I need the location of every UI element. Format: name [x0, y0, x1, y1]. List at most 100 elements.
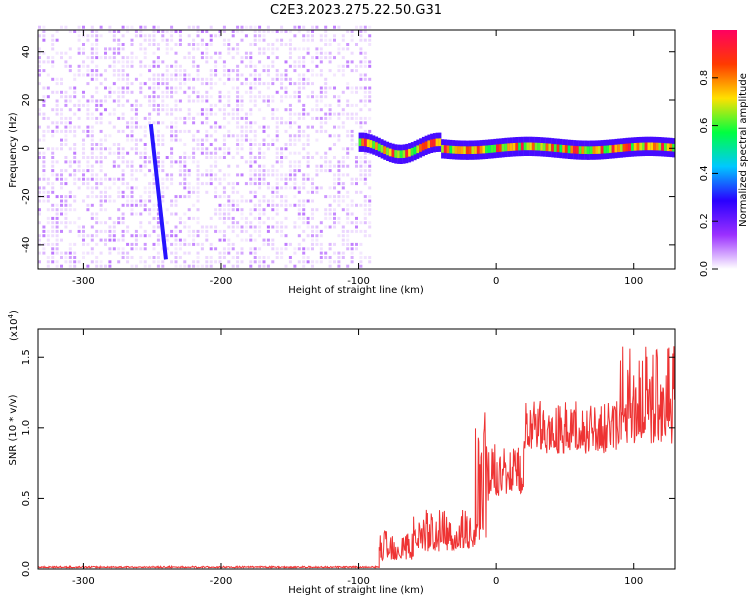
- heatmap-cell: [311, 212, 314, 216]
- heatmap-cell: [134, 56, 138, 60]
- heatmap-cell: [249, 90, 253, 94]
- heatmap-cell: [152, 64, 156, 68]
- heatmap-cell: [108, 225, 112, 229]
- heatmap-cell: [121, 73, 125, 77]
- heatmap-cell: [165, 77, 169, 81]
- heatmap-cell: [51, 221, 55, 225]
- heatmap-cell: [350, 203, 354, 207]
- carrier-core: [471, 146, 475, 154]
- carrier-core: [465, 146, 469, 155]
- heatmap-cell: [302, 73, 306, 77]
- heatmap-cell: [227, 242, 231, 246]
- heatmap-cell: [306, 256, 310, 259]
- heatmap-cell: [42, 199, 46, 203]
- heatmap-cell: [209, 103, 213, 107]
- heatmap-cell: [139, 212, 143, 216]
- heatmap-cell: [227, 199, 231, 203]
- heatmap-cell: [170, 38, 174, 42]
- heatmap-cell: [112, 90, 116, 94]
- heatmap-cell: [134, 121, 138, 125]
- heatmap-cell: [134, 247, 138, 251]
- heatmap-cell: [333, 242, 336, 246]
- heatmap-cell: [46, 147, 50, 151]
- heatmap-cell: [315, 164, 319, 168]
- heatmap-cell: [324, 90, 328, 94]
- heatmap-cell: [90, 147, 94, 151]
- heatmap-cell: [218, 56, 222, 60]
- heatmap-cell: [253, 260, 257, 264]
- heatmap-cell: [60, 95, 63, 99]
- heatmap-cell: [333, 95, 336, 99]
- heatmap-cell: [271, 238, 275, 242]
- heatmap-cell: [64, 182, 68, 186]
- heatmap-cell: [337, 251, 341, 255]
- heatmap-cell: [187, 73, 191, 77]
- heatmap-cell: [341, 69, 345, 73]
- heatmap-cell: [99, 151, 103, 155]
- heatmap-cell: [280, 43, 284, 46]
- heatmap-cell: [359, 121, 363, 125]
- heatmap-cell: [341, 64, 345, 68]
- heatmap-cell: [324, 82, 328, 86]
- heatmap-cell: [275, 221, 279, 225]
- heatmap-cell: [174, 138, 178, 142]
- heatmap-cell: [77, 73, 81, 77]
- heatmap-cell: [134, 103, 138, 107]
- heatmap-cell: [152, 182, 156, 186]
- heatmap-cell: [288, 47, 292, 51]
- heatmap-cell: [112, 247, 116, 251]
- heatmap-cell: [130, 256, 134, 259]
- heatmap-cell: [262, 212, 266, 216]
- heatmap-cell: [306, 112, 310, 116]
- snr-multiplier-close: ): [9, 310, 20, 314]
- heatmap-cell: [143, 25, 147, 29]
- heatmap-cell: [249, 221, 253, 225]
- heatmap-cell: [363, 129, 367, 133]
- heatmap-cell: [51, 164, 55, 168]
- heatmap-cell: [214, 173, 218, 177]
- heatmap-cell: [288, 77, 292, 81]
- heatmap-cell: [64, 221, 68, 225]
- heatmap-cell: [253, 73, 257, 77]
- heatmap-cell: [55, 129, 59, 133]
- carrier-core: [416, 145, 420, 154]
- heatmap-cell: [258, 212, 262, 216]
- x-tick-label: 0: [493, 576, 499, 587]
- heatmap-cell: [284, 182, 288, 186]
- heatmap-cell: [104, 238, 107, 242]
- heatmap-cell: [73, 125, 77, 129]
- heatmap-cell: [121, 56, 125, 60]
- heatmap-cell: [90, 251, 94, 255]
- heatmap-cell: [104, 108, 107, 112]
- heatmap-cell: [337, 134, 341, 138]
- heatmap-cell: [200, 112, 204, 116]
- heatmap-cell: [68, 203, 72, 207]
- heatmap-cell: [315, 56, 319, 60]
- heatmap-cell: [288, 64, 292, 68]
- heatmap-cell: [350, 143, 354, 146]
- heatmap-cell: [152, 73, 156, 77]
- heatmap-cell: [196, 99, 200, 103]
- heatmap-cell: [108, 64, 112, 68]
- heatmap-cell: [90, 186, 94, 190]
- heatmap-cell: [328, 38, 332, 42]
- heatmap-cell: [152, 203, 156, 207]
- heatmap-cell: [152, 95, 156, 99]
- heatmap-cell: [355, 247, 358, 251]
- heatmap-cell: [249, 82, 253, 86]
- heatmap-cell: [244, 90, 248, 94]
- carrier-core: [507, 143, 511, 152]
- heatmap-cell: [315, 169, 319, 173]
- heatmap-cell: [187, 129, 191, 133]
- heatmap-cell: [205, 56, 209, 60]
- heatmap-cell: [302, 147, 306, 151]
- heatmap-cell: [108, 112, 112, 116]
- heatmap-cell: [266, 182, 270, 186]
- heatmap-cell: [363, 86, 367, 90]
- heatmap-cell: [297, 138, 301, 142]
- heatmap-cell: [51, 156, 55, 159]
- heatmap-cell: [341, 251, 345, 255]
- heatmap-cell: [293, 143, 297, 146]
- heatmap-cell: [350, 90, 354, 94]
- heatmap-cell: [218, 251, 222, 255]
